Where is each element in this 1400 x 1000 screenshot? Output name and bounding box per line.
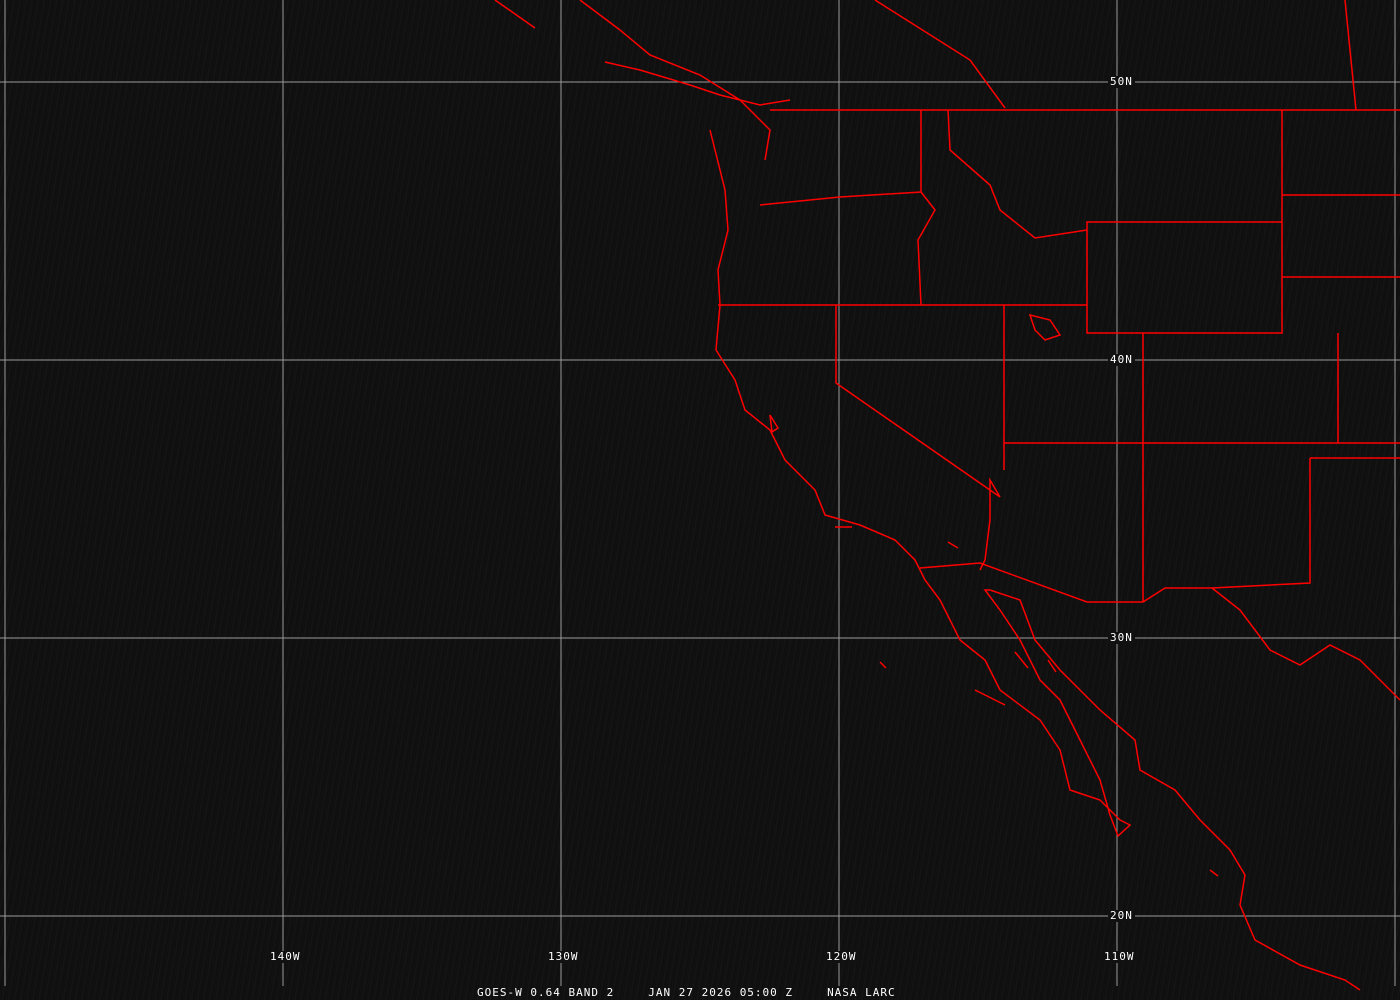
product-label: GOES-W 0.64 BAND 2 <box>477 986 615 999</box>
lat-label-40n: 40N <box>1108 353 1135 366</box>
credit-label: NASA LARC <box>827 986 896 999</box>
lon-label-120w: 120W <box>824 950 859 963</box>
islands <box>769 313 1219 877</box>
states <box>718 110 1400 602</box>
lon-label-130w: 130W <box>546 950 581 963</box>
canada-border <box>770 0 1400 111</box>
bc-coast <box>494 0 771 161</box>
coastlines-and-borders <box>494 0 1400 991</box>
lon-label-110w: 110W <box>1102 950 1137 963</box>
datetime-label: JAN 27 2026 05:00 Z <box>648 986 794 999</box>
image-caption: GOES-W 0.64 BAND 2 JAN 27 2026 05:00 Z NAS… <box>477 986 930 999</box>
wa-or-id <box>759 109 1088 306</box>
lon-label-140w: 140W <box>268 950 303 963</box>
lat-label-20n: 20N <box>1108 909 1135 922</box>
lat-label-30n: 30N <box>1108 631 1135 644</box>
lat-label-50n: 50N <box>1108 75 1135 88</box>
ca-nv-az <box>835 305 1400 701</box>
coastline <box>604 61 1361 991</box>
